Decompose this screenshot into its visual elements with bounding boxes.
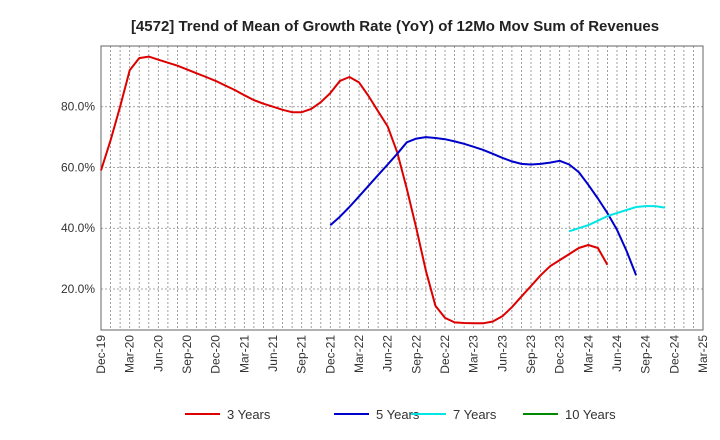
y-tick-label: 80.0% (61, 100, 95, 114)
x-tick-label: Dec-20 (209, 335, 223, 374)
legend: 3 Years 5 Years 7 Years 10 Years (185, 407, 616, 422)
x-tick-label: Jun-24 (610, 335, 624, 372)
y-tick-label: 60.0% (61, 160, 95, 174)
x-tick-label: Mar-25 (696, 335, 710, 373)
y-tick-label: 20.0% (61, 282, 95, 296)
x-tick-label: Jun-20 (151, 335, 165, 372)
x-tick-label: Dec-24 (667, 335, 681, 374)
legend-label: 5 Years (376, 407, 420, 422)
x-tick-label: Dec-22 (438, 335, 452, 374)
x-tick-label: Sep-23 (524, 335, 538, 374)
x-tick-label: Mar-20 (123, 335, 137, 373)
x-tick-label: Jun-23 (495, 335, 509, 372)
x-tick-label: Dec-19 (94, 335, 108, 374)
x-tick-label: Sep-24 (639, 335, 653, 374)
x-tick-label: Sep-20 (180, 335, 194, 374)
series-line-3-years (100, 55, 609, 325)
x-tick-label: Jun-22 (381, 335, 395, 372)
legend-label: 7 Years (453, 407, 497, 422)
x-tick-label: Mar-22 (352, 335, 366, 373)
plot-frame (100, 45, 704, 331)
series-line-7-years (568, 205, 665, 233)
x-tick-label: Mar-23 (467, 335, 481, 373)
x-tick-label: Mar-24 (581, 335, 595, 373)
x-tick-label: Sep-22 (409, 335, 423, 374)
x-tick-label: Dec-21 (323, 335, 337, 374)
legend-label: 3 Years (227, 407, 271, 422)
y-tick-label: 40.0% (61, 221, 95, 235)
x-tick-label: Sep-21 (295, 335, 309, 374)
legend-label: 10 Years (565, 407, 616, 422)
x-tick-label: Dec-23 (553, 335, 567, 374)
plot-area: 20.0% 40.0% 60.0% 80.0% Dec-19 Mar-20 Jun-20 Se… (61, 45, 710, 374)
x-tick-label: Mar-21 (237, 335, 251, 373)
chart-title: [4572] Trend of Mean of Growth Rate (YoY… (131, 18, 659, 35)
x-tick-label: Jun-21 (266, 335, 280, 372)
series-line-5-years (329, 136, 638, 276)
